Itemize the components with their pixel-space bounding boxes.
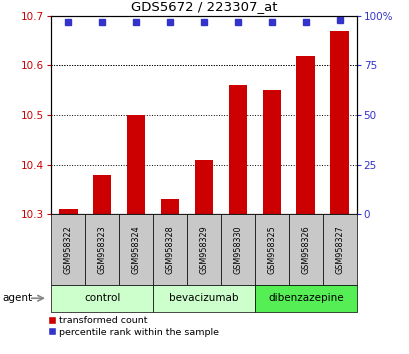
Text: GSM958325: GSM958325 — [267, 225, 276, 274]
Text: GSM958322: GSM958322 — [63, 225, 72, 274]
Bar — [228, 85, 247, 214]
Text: GSM958328: GSM958328 — [165, 225, 174, 274]
Bar — [254, 285, 356, 312]
Bar — [296, 56, 315, 214]
Bar — [254, 214, 288, 285]
Text: bevacizumab: bevacizumab — [169, 293, 238, 303]
Bar — [119, 214, 153, 285]
Text: GSM958327: GSM958327 — [335, 225, 344, 274]
Bar — [51, 214, 85, 285]
Bar — [194, 160, 213, 214]
Text: agent: agent — [2, 293, 32, 303]
Bar — [262, 90, 281, 214]
Legend: transformed count, percentile rank within the sample: transformed count, percentile rank withi… — [48, 316, 218, 337]
Bar — [330, 31, 348, 214]
Bar — [85, 214, 119, 285]
Bar — [59, 209, 77, 214]
Bar — [160, 199, 179, 214]
Text: GSM958324: GSM958324 — [131, 225, 140, 274]
Text: GSM958323: GSM958323 — [97, 225, 106, 274]
Bar — [153, 214, 187, 285]
Text: control: control — [84, 293, 120, 303]
Bar — [322, 214, 356, 285]
Text: GSM958330: GSM958330 — [233, 225, 242, 274]
Bar — [187, 214, 220, 285]
Bar — [92, 175, 111, 214]
Bar — [51, 285, 153, 312]
Bar — [153, 285, 254, 312]
Text: GSM958326: GSM958326 — [301, 225, 310, 274]
Bar — [126, 115, 145, 214]
Title: GDS5672 / 223307_at: GDS5672 / 223307_at — [130, 0, 276, 13]
Bar — [220, 214, 254, 285]
Bar — [288, 214, 322, 285]
Text: dibenzazepine: dibenzazepine — [267, 293, 343, 303]
Text: GSM958329: GSM958329 — [199, 225, 208, 274]
